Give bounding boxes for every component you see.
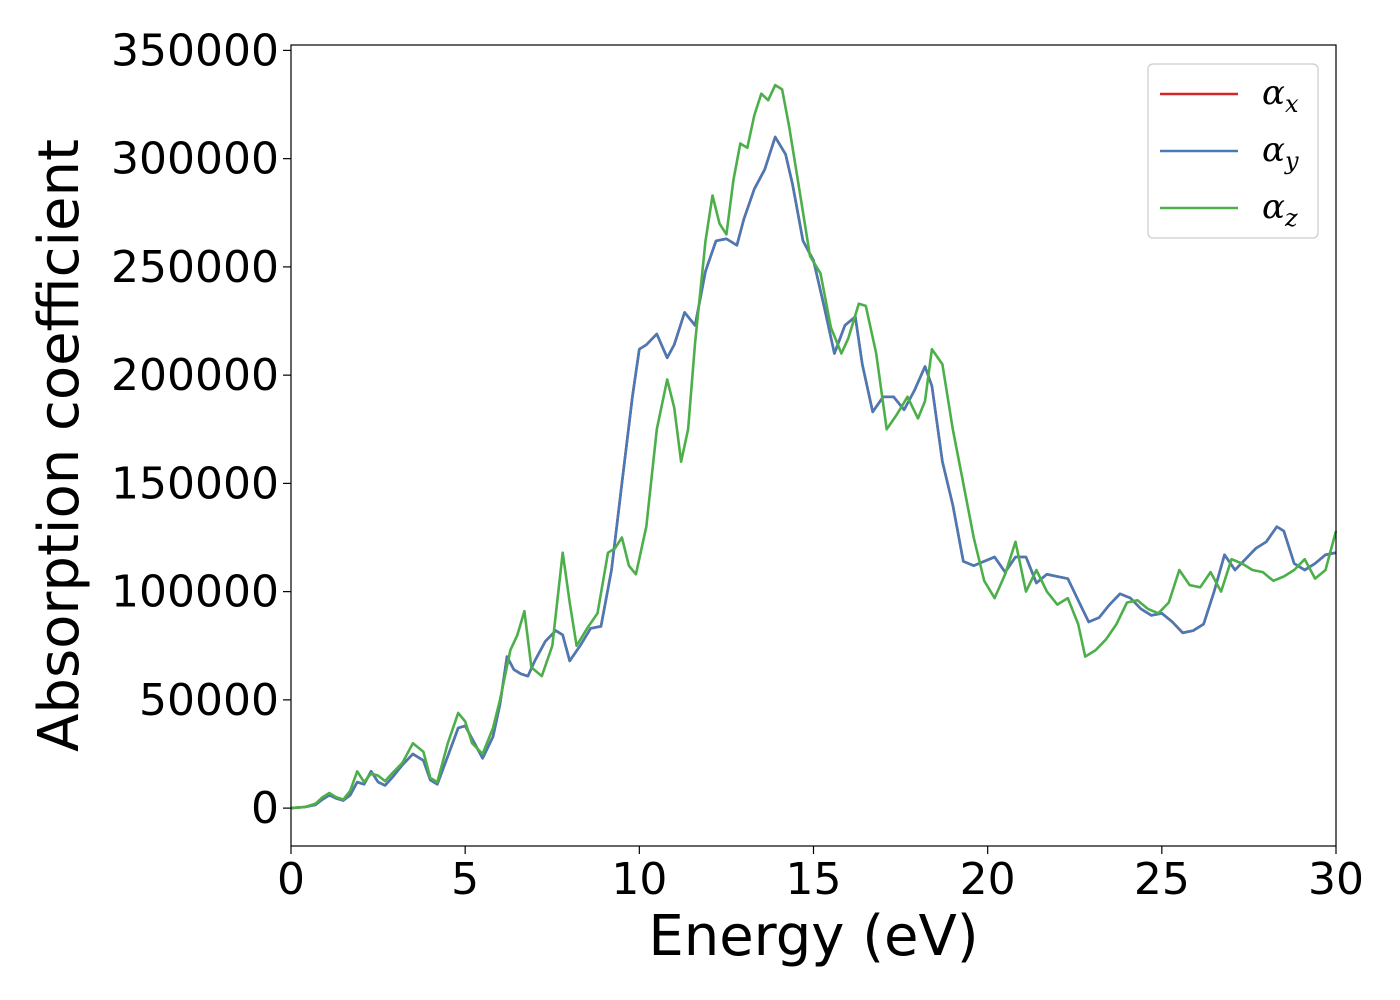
y-tick-label: 200000 [111,350,279,401]
series-line-y [290,135,1337,810]
y-tick-label: 150000 [111,458,279,509]
legend-label-z: αz [1262,187,1298,232]
x-tick-label: 5 [451,854,479,905]
y-tick-label: 50000 [139,675,279,726]
y-tick-label: 250000 [111,242,279,293]
x-tick-label: 10 [611,854,667,905]
y-axis-title: Absorption coefficient [27,139,92,752]
x-tick-label: 0 [277,854,305,905]
series-line-z [290,83,1338,810]
y-tick-label: 0 [251,783,279,834]
series-layer [290,83,1338,810]
y-tick-label: 100000 [111,567,279,618]
legend-label-y: αy [1262,130,1299,175]
x-tick-label: 20 [960,854,1016,905]
x-axis-title: Energy (eV) [648,904,978,969]
x-tick-label: 25 [1134,854,1190,905]
x-tick-label: 15 [786,854,842,905]
x-tick-label: 30 [1308,854,1364,905]
y-tick-label: 300000 [111,134,279,185]
legend: αx αy αz [1147,63,1319,239]
y-tick-label: 350000 [111,25,279,76]
tick-layer: 0 5 10 15 20 25 30 0 50000 100000 150000 200000 2500… [111,25,1364,905]
legend-label-x: αx [1262,73,1299,118]
